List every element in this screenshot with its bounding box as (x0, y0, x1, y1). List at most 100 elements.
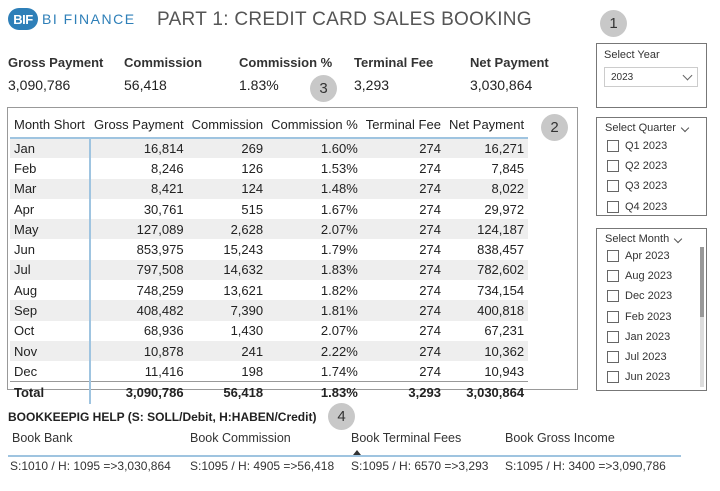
year-slicer: Select Year 2023 (596, 43, 707, 108)
table-row[interactable]: Nov 10,878 241 2.22% 274 10,362 (10, 340, 529, 362)
page-title: PART 1: CREDIT CARD SALES BOOKING (157, 9, 532, 30)
table-header-row: Month Short Gross Payment Commission Com… (10, 111, 529, 138)
slicer-option[interactable]: Feb 2023 (607, 307, 706, 327)
help-header[interactable]: Book Gross Income (505, 431, 615, 445)
total-cell: 56,418 (187, 381, 268, 404)
column-header[interactable]: Net Payment (448, 116, 525, 132)
slicer-option[interactable]: Apr 2023 (607, 246, 706, 266)
table-row[interactable]: Jun 853,975 15,243 1.79% 274 838,457 (10, 239, 528, 260)
help-divider (8, 455, 681, 457)
value-cell: 68,936 (143, 323, 184, 339)
value-cell: 269 (187, 138, 268, 159)
table-row[interactable]: Aug 748,259 13,621 1.82% 274 734,154 (10, 280, 528, 301)
month-scrollbar[interactable] (700, 247, 704, 387)
slicer-option[interactable]: Jan 2023 (607, 327, 706, 347)
checkbox[interactable] (607, 180, 619, 193)
month-cell: Dec (10, 361, 91, 382)
quarter-options: Q1 2023 Q2 2023 Q3 2023 Q4 2023 (597, 134, 706, 217)
column-header[interactable]: Gross Payment (94, 116, 184, 132)
column-header[interactable]: Terminal Fee (365, 116, 441, 132)
value-cell: 10,362 (444, 340, 529, 362)
value-cell: 274 (419, 201, 441, 217)
badge-4: 4 (328, 403, 355, 430)
value-cell: 274 (361, 259, 445, 281)
checkbox[interactable] (607, 310, 619, 323)
slicer-option[interactable]: Q1 2023 (607, 136, 706, 156)
month-cell: Apr (10, 198, 91, 220)
kpi-value: 3,090,786 (8, 77, 71, 93)
year-dropdown[interactable]: 2023 (604, 67, 698, 87)
checkbox[interactable] (607, 330, 619, 343)
month-cell: Aug (10, 280, 91, 301)
scrollbar-thumb[interactable] (700, 247, 704, 317)
kpi-label: Gross Payment (8, 55, 104, 70)
value-cell: 274 (361, 178, 445, 199)
checkbox[interactable] (607, 371, 619, 384)
help-header[interactable]: Book Terminal Fees (351, 431, 462, 445)
logo-text: BI FINANCE (42, 11, 136, 27)
slicer-option[interactable]: Q4 2023 (607, 197, 706, 217)
slicer-option[interactable]: Q3 2023 (607, 176, 706, 196)
table-row[interactable]: Jul 797,508 14,632 1.83% 274 782,602 (10, 259, 529, 281)
slicer-option-label: Q3 2023 (625, 180, 668, 193)
table-row[interactable]: Feb 8,246 126 1.53% 274 7,845 (10, 158, 528, 179)
slicer-option[interactable]: Dec 2023 (607, 286, 706, 306)
value-cell: 127,089 (90, 219, 188, 240)
slicer-title: Select Quarter (597, 118, 706, 134)
value-cell: 198 (241, 363, 264, 379)
month-slicer: Select Month Apr 2023 Aug 2023 Dec 2023 Feb… (596, 228, 707, 391)
slicer-option-label: Q1 2023 (625, 140, 668, 153)
month-cell: Jan (10, 138, 91, 159)
month-cell: May (10, 219, 91, 240)
help-header[interactable]: Book Commission (190, 431, 291, 445)
slicer-option[interactable]: Jun 2023 (607, 367, 706, 387)
value-cell: 29,972 (484, 201, 525, 217)
checkbox[interactable] (607, 270, 619, 283)
checkbox[interactable] (607, 200, 619, 213)
column-header[interactable]: Month Short (14, 116, 85, 132)
value-cell: 1.48% (267, 178, 362, 199)
table-row[interactable]: May 127,089 2,628 2.07% 274 124,187 (10, 219, 529, 240)
month-cell: Mar (10, 178, 91, 199)
value-cell: 7,845 (491, 160, 525, 176)
slicer-option-label: Jul 2023 (625, 351, 667, 364)
kpi-label: Commission (124, 55, 203, 70)
slicer-option-label: Q2 2023 (625, 160, 668, 173)
kpi-value: 56,418 (124, 77, 167, 93)
value-cell: 1,430 (230, 323, 264, 339)
table-row[interactable]: Jan 16,814 269 1.60% 274 16,271 (10, 138, 529, 159)
value-cell: 408,482 (90, 300, 188, 321)
value-cell: 1.60% (267, 138, 362, 159)
kpi-value: 3,293 (354, 77, 390, 93)
help-value: S:1095 / H: 3400 =>3,090,786 (505, 459, 666, 473)
table-row[interactable]: Oct 68,936 1,430 2.07% 274 67,231 (10, 320, 528, 341)
slicer-option-label: Apr 2023 (625, 250, 670, 263)
table-row[interactable]: Dec 11,416 198 1.74% 274 10,943 (10, 361, 528, 382)
checkbox[interactable] (607, 290, 619, 303)
table-row[interactable]: Mar 8,421 124 1.48% 274 8,022 (10, 178, 529, 199)
column-header[interactable]: Commission (191, 116, 264, 132)
month-cell: Jul (10, 259, 91, 281)
value-cell: 274 (419, 242, 441, 258)
year-selected: 2023 (611, 71, 634, 83)
table-row[interactable]: Sep 408,482 7,390 1.81% 274 400,818 (10, 300, 529, 321)
help-header[interactable]: Book Bank (12, 431, 73, 445)
value-cell: 124,187 (444, 219, 529, 240)
slicer-option[interactable]: Q2 2023 (607, 156, 706, 176)
sales-table-visual[interactable]: Month Short Gross Payment Commission Com… (7, 107, 578, 404)
value-cell: 7,390 (187, 300, 268, 321)
table-row[interactable]: Apr 30,761 515 1.67% 274 29,972 (10, 198, 528, 220)
value-cell: 1.82% (320, 282, 358, 298)
column-header[interactable]: Commission % (271, 116, 358, 132)
value-cell: 838,457 (477, 242, 525, 258)
checkbox[interactable] (607, 160, 619, 173)
checkbox[interactable] (607, 250, 619, 263)
brand-logo: BIF BI FINANCE (8, 8, 136, 30)
checkbox[interactable] (607, 351, 619, 364)
slicer-option[interactable]: Aug 2023 (607, 266, 706, 286)
value-cell: 734,154 (477, 282, 525, 298)
slicer-option[interactable]: Jul 2023 (607, 347, 706, 367)
checkbox[interactable] (607, 140, 619, 153)
value-cell: 1.83% (267, 259, 362, 281)
value-cell: 797,508 (90, 259, 188, 281)
